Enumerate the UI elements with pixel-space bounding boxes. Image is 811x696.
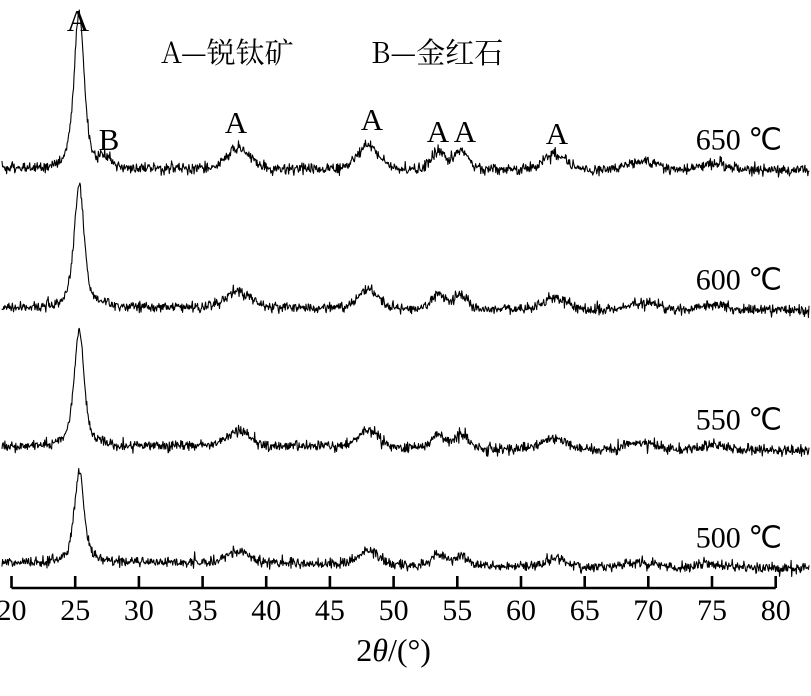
svg-text:A: A	[454, 114, 477, 149]
svg-text:40: 40	[251, 594, 281, 627]
svg-text:B—金红石: B—金红石	[371, 31, 503, 72]
svg-text:A: A	[67, 3, 90, 38]
svg-text:80: 80	[761, 594, 791, 627]
svg-text:25: 25	[60, 594, 90, 627]
svg-text:65: 65	[570, 594, 600, 627]
svg-text:A—锐钛矿: A—锐钛矿	[161, 31, 294, 72]
svg-text:A: A	[225, 105, 248, 140]
svg-text:650 ℃: 650 ℃	[696, 124, 782, 157]
svg-text:A: A	[427, 114, 450, 149]
svg-text:2θ/(°): 2θ/(°)	[356, 632, 431, 668]
svg-text:A: A	[546, 116, 569, 151]
svg-text:70: 70	[633, 594, 663, 627]
svg-text:60: 60	[506, 594, 536, 627]
svg-text:500 ℃: 500 ℃	[696, 522, 782, 555]
svg-text:50: 50	[379, 594, 409, 627]
svg-text:45: 45	[315, 594, 345, 627]
svg-text:55: 55	[442, 594, 472, 627]
svg-text:30: 30	[124, 594, 154, 627]
svg-text:B: B	[99, 122, 120, 157]
svg-text:20: 20	[0, 594, 27, 627]
svg-text:75: 75	[697, 594, 727, 627]
svg-text:550 ℃: 550 ℃	[696, 404, 782, 437]
svg-text:35: 35	[188, 594, 218, 627]
svg-text:600 ℃: 600 ℃	[696, 264, 782, 297]
svg-text:A: A	[361, 102, 384, 137]
